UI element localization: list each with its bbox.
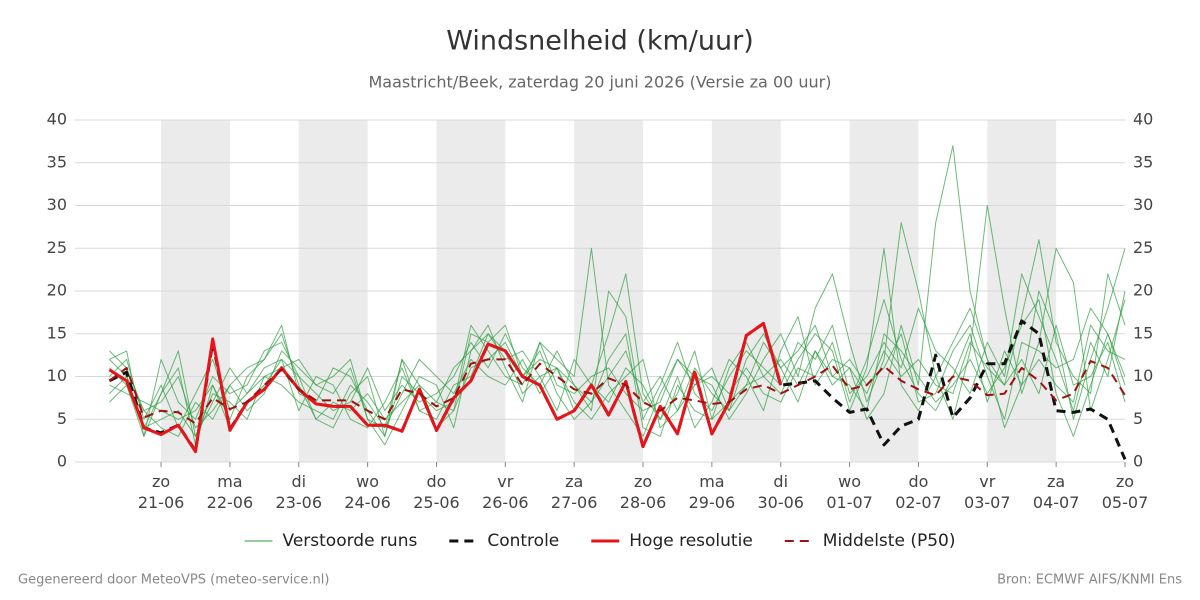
legend-label: Verstoorde runs [283, 531, 418, 551]
x-tick-label: wo 24-06 [344, 472, 391, 512]
x-tick-label: do 02-07 [895, 472, 942, 512]
x-tick-label: za 27-06 [551, 472, 598, 512]
x-tick-label: do 25-06 [413, 472, 460, 512]
x-tick-label: di 30-06 [757, 472, 804, 512]
ensemble-line [109, 273, 1126, 437]
ensemble-line [109, 299, 1126, 437]
x-tick-label: zo 28-06 [620, 472, 667, 512]
footer-right: Bron: ECMWF AIFS/KNMI Ens [997, 573, 1182, 588]
x-tick-label: ma 22-06 [207, 472, 254, 512]
footer-left: Gegenereerd door MeteoVPS (meteo-service… [18, 573, 329, 588]
y-tick-label: 20 [47, 281, 67, 300]
y2-tick-label: 15 [1133, 323, 1153, 342]
y-tick-label: 35 [47, 152, 67, 171]
legend-label: Controle [487, 531, 559, 551]
series-line [108, 358, 1126, 425]
ensemble-line [109, 324, 1126, 429]
y2-tick-label: 30 [1133, 195, 1153, 214]
chart-title: Windsnelheid (km/uur) [446, 26, 754, 57]
legend-label: Hoge resolutie [629, 531, 753, 551]
y2-tick-label: 5 [1133, 409, 1143, 428]
y2-tick-label: 20 [1133, 281, 1153, 300]
y2-tick-label: 0 [1133, 452, 1143, 471]
legend: Verstoorde runs Controle Hoge resolutie Mid… [244, 531, 956, 551]
y-tick-label: 10 [47, 366, 67, 385]
x-tick-label: di 23-06 [276, 472, 323, 512]
ensemble-line [109, 247, 1126, 446]
y-tick-label: 30 [47, 195, 67, 214]
y2-tick-label: 25 [1133, 238, 1153, 257]
chart-subtitle: Maastricht/Beek, zaterdag 20 juni 2026 (… [369, 73, 832, 92]
y-tick-label: 25 [47, 238, 67, 257]
x-tick-label: zo 21-06 [138, 472, 185, 512]
x-tick-label: za 04-07 [1033, 472, 1080, 512]
y-tick-label: 15 [47, 323, 67, 342]
y2-tick-label: 35 [1133, 152, 1153, 171]
x-tick-label: zo 05-07 [1102, 472, 1149, 512]
x-tick-label: ma 29-06 [689, 472, 736, 512]
y2-tick-label: 40 [1133, 110, 1153, 129]
y-tick-label: 0 [57, 452, 67, 471]
x-tick-label: vr 03-07 [964, 472, 1011, 512]
y2-tick-label: 10 [1133, 366, 1153, 385]
y-tick-label: 5 [57, 409, 67, 428]
x-tick-label: vr 26-06 [482, 472, 529, 512]
series-line [108, 322, 783, 454]
y-tick-label: 40 [47, 110, 67, 129]
x-tick-label: wo 01-07 [826, 472, 873, 512]
legend-label: Middelste (P50) [823, 531, 956, 551]
